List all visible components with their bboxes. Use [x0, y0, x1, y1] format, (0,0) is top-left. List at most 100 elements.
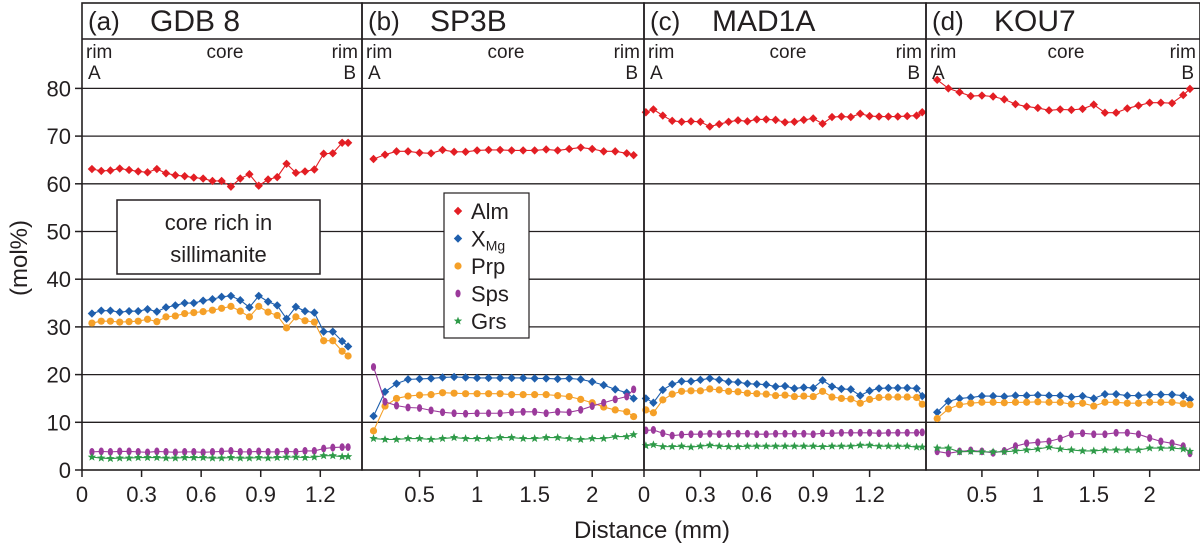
data-point-xmg [328, 327, 338, 336]
data-point-xmg [133, 306, 143, 316]
data-point-sps [914, 428, 920, 437]
data-point-sps [451, 409, 457, 418]
rim-right-label: rim [896, 42, 922, 63]
data-point-sps [302, 447, 308, 455]
data-point-prp [245, 313, 254, 321]
data-point-grs [1100, 445, 1110, 454]
x-tick-label: 1.2 [305, 482, 336, 507]
x-tick-label: 2 [1144, 482, 1156, 507]
data-point-prp [1112, 398, 1120, 406]
end-b-label: B [907, 63, 920, 84]
data-point-alm [705, 122, 714, 131]
data-point-prp [903, 393, 911, 401]
data-point-sps [697, 430, 704, 439]
data-point-xmg [282, 314, 291, 323]
x-axis-label: Distance (mm) [574, 517, 730, 544]
data-point-sps [566, 408, 572, 417]
data-point-prp [264, 308, 272, 316]
data-point-alm [124, 165, 134, 175]
data-point-xmg [369, 411, 378, 421]
data-point-alm [715, 119, 724, 129]
data-point-sps [509, 408, 515, 417]
data-point-alm [245, 170, 254, 179]
data-point-prp [623, 408, 631, 416]
data-point-xmg [780, 381, 790, 391]
data-point-prp [819, 387, 827, 395]
data-point-prp [762, 390, 770, 398]
data-point-alm [208, 176, 217, 186]
data-point-grs [226, 453, 236, 462]
data-point-alm [171, 171, 180, 180]
data-point-alm [1100, 108, 1110, 117]
data-point-alm [944, 84, 953, 93]
data-point-prp [392, 394, 401, 403]
data-point-prp [875, 393, 883, 402]
series-xmg [641, 374, 927, 407]
data-point-prp [485, 390, 493, 398]
data-point-xmg [1185, 395, 1195, 404]
data-point-sps [555, 407, 561, 416]
data-point-alm [1056, 105, 1065, 114]
data-point-grs [912, 442, 921, 451]
data-point-sps [393, 401, 400, 410]
data-point-sps [754, 430, 760, 439]
data-point-grs [846, 441, 855, 450]
data-point-alm [588, 144, 597, 154]
data-point-xmg [932, 408, 942, 417]
data-point-alm [403, 147, 413, 156]
data-point-alm [966, 91, 975, 101]
data-point-grs [254, 453, 263, 462]
data-point-alm [564, 144, 574, 154]
data-point-xmg [236, 295, 245, 305]
data-point-prp [338, 347, 346, 355]
data-point-grs [884, 441, 893, 450]
data-point-sps [311, 447, 317, 455]
data-point-prp [715, 386, 723, 394]
data-point-grs [518, 434, 528, 443]
data-point-alm [115, 164, 124, 173]
data-point-alm [752, 115, 761, 124]
data-point-alm [1078, 104, 1087, 114]
data-point-alm [449, 147, 459, 157]
data-point-grs [263, 453, 273, 462]
x-tick-label: 2 [586, 482, 598, 507]
data-point-sps [283, 447, 290, 456]
data-point-xmg [752, 379, 761, 389]
data-point-grs [743, 441, 752, 450]
data-point-xmg [686, 377, 696, 386]
data-point-alm [932, 75, 942, 85]
data-point-alm [809, 114, 818, 123]
data-point-sps [1035, 438, 1041, 447]
data-point-prp [809, 392, 817, 401]
data-point-alm [1111, 108, 1121, 117]
data-point-alm [152, 164, 162, 174]
panel-frame [643, 2, 927, 471]
data-point-prp [369, 427, 378, 435]
data-point-grs [403, 434, 413, 443]
data-point-prp [461, 390, 470, 398]
data-point-grs [553, 433, 562, 442]
data-point-grs [705, 440, 714, 449]
data-point-grs [495, 433, 505, 442]
data-point-prp [1186, 401, 1194, 409]
data-point-prp [519, 391, 527, 399]
series-sps [934, 428, 1193, 458]
panel-tag: (b) [368, 6, 400, 36]
legend-label-subscript: Mg [486, 238, 505, 254]
data-point-prp [753, 390, 761, 398]
data-point-alm [300, 167, 310, 176]
data-point-xmg [827, 382, 837, 391]
y-tick-label: 20 [47, 363, 71, 388]
data-point-grs [837, 441, 846, 450]
data-point-prp [687, 387, 695, 395]
data-point-sps [707, 429, 713, 438]
data-point-alm [743, 117, 752, 126]
data-point-sps [838, 428, 845, 437]
data-point-alm [1022, 102, 1031, 111]
data-point-xmg [588, 377, 597, 386]
data-point-grs [438, 434, 447, 443]
data-point-prp [884, 393, 893, 401]
data-point-alm [856, 109, 865, 118]
data-point-xmg [677, 377, 686, 386]
